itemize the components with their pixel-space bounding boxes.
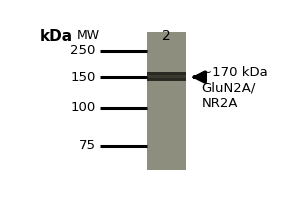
- Text: 150: 150: [70, 71, 96, 84]
- Text: ~170 kDa: ~170 kDa: [201, 66, 268, 79]
- Text: 100: 100: [70, 101, 96, 114]
- Text: 75: 75: [79, 139, 96, 152]
- Text: NR2A: NR2A: [201, 97, 238, 110]
- Text: GluN2A/: GluN2A/: [201, 81, 256, 94]
- Text: 2: 2: [162, 29, 171, 43]
- Bar: [148, 72, 186, 81]
- Text: 250: 250: [70, 44, 96, 57]
- Text: kDa: kDa: [40, 29, 73, 44]
- Text: MW: MW: [77, 29, 100, 42]
- Bar: [148, 75, 186, 78]
- Bar: [147, 32, 186, 170]
